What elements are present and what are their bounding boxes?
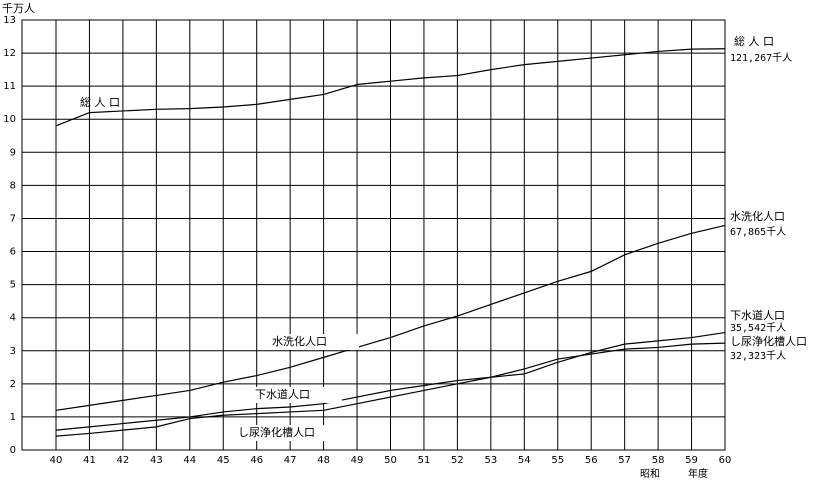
series-line xyxy=(55,342,726,437)
y-tick-label: 8 xyxy=(10,180,16,191)
y-tick-label: 3 xyxy=(10,346,16,357)
y-tick-label: 11 xyxy=(3,81,16,92)
x-axis-label: 年度 xyxy=(688,467,708,480)
legend-label: し尿浄化槽人口 xyxy=(730,334,807,348)
y-tick-label: 12 xyxy=(3,48,16,59)
x-tick-label: 49 xyxy=(351,455,364,466)
x-tick-label: 40 xyxy=(50,455,63,466)
x-tick-label: 42 xyxy=(117,455,130,466)
y-tick-label: 10 xyxy=(3,114,16,125)
y-axis-label: 千万人 xyxy=(2,2,35,15)
label-bg xyxy=(269,334,359,350)
legend-label: 下水道人口 xyxy=(730,308,785,322)
y-tick-label: 13 xyxy=(3,15,16,26)
x-tick-label: 47 xyxy=(284,455,297,466)
x-tick-label: 54 xyxy=(518,455,531,466)
x-tick-label: 48 xyxy=(317,455,330,466)
x-tick-label: 50 xyxy=(384,455,397,466)
label-bg xyxy=(252,387,342,403)
series-label: 水洗化人口 xyxy=(272,334,327,348)
series-line xyxy=(55,48,726,127)
x-tick-label: 55 xyxy=(551,455,564,466)
y-tick-label: 1 xyxy=(10,412,16,423)
x-tick-label: 57 xyxy=(618,455,631,466)
series-label: 総 人 口 xyxy=(80,95,120,109)
y-tick-label: 7 xyxy=(10,213,16,224)
x-tick-label: 45 xyxy=(217,455,230,466)
end-value-label: 67,865千人 xyxy=(730,226,786,238)
series-line xyxy=(55,224,726,411)
x-tick-label: 58 xyxy=(652,455,665,466)
legend-label: 水洗化人口 xyxy=(730,209,785,223)
label-bg xyxy=(235,425,325,441)
series-label: 下水道人口 xyxy=(255,387,310,401)
x-tick-label: 56 xyxy=(585,455,598,466)
end-value-label: 35,542千人 xyxy=(730,322,786,334)
plot-frame xyxy=(21,19,726,451)
x-tick-label: 59 xyxy=(685,455,698,466)
series-label: し尿浄化槽人口 xyxy=(238,425,315,439)
y-tick-label: 9 xyxy=(10,147,16,158)
end-value-label: 121,267千人 xyxy=(730,52,792,64)
y-tick-label: 6 xyxy=(10,247,16,258)
x-axis-label: 昭和 xyxy=(640,468,660,480)
x-tick-label: 53 xyxy=(484,455,497,466)
y-tick-label: 4 xyxy=(10,313,16,324)
x-tick-label: 60 xyxy=(719,455,732,466)
series-line xyxy=(55,331,726,431)
x-tick-label: 46 xyxy=(250,455,263,466)
x-tick-label: 44 xyxy=(183,455,196,466)
y-tick-label: 2 xyxy=(10,379,16,390)
x-tick-label: 41 xyxy=(83,455,96,466)
x-tick-label: 51 xyxy=(418,455,431,466)
end-value-label: 32,323千人 xyxy=(730,350,786,362)
x-tick-label: 43 xyxy=(150,455,163,466)
x-tick-label: 52 xyxy=(451,455,464,466)
y-tick-label: 0 xyxy=(10,445,16,456)
legend-label: 総 人 口 xyxy=(734,34,774,48)
y-tick-label: 5 xyxy=(10,280,16,291)
